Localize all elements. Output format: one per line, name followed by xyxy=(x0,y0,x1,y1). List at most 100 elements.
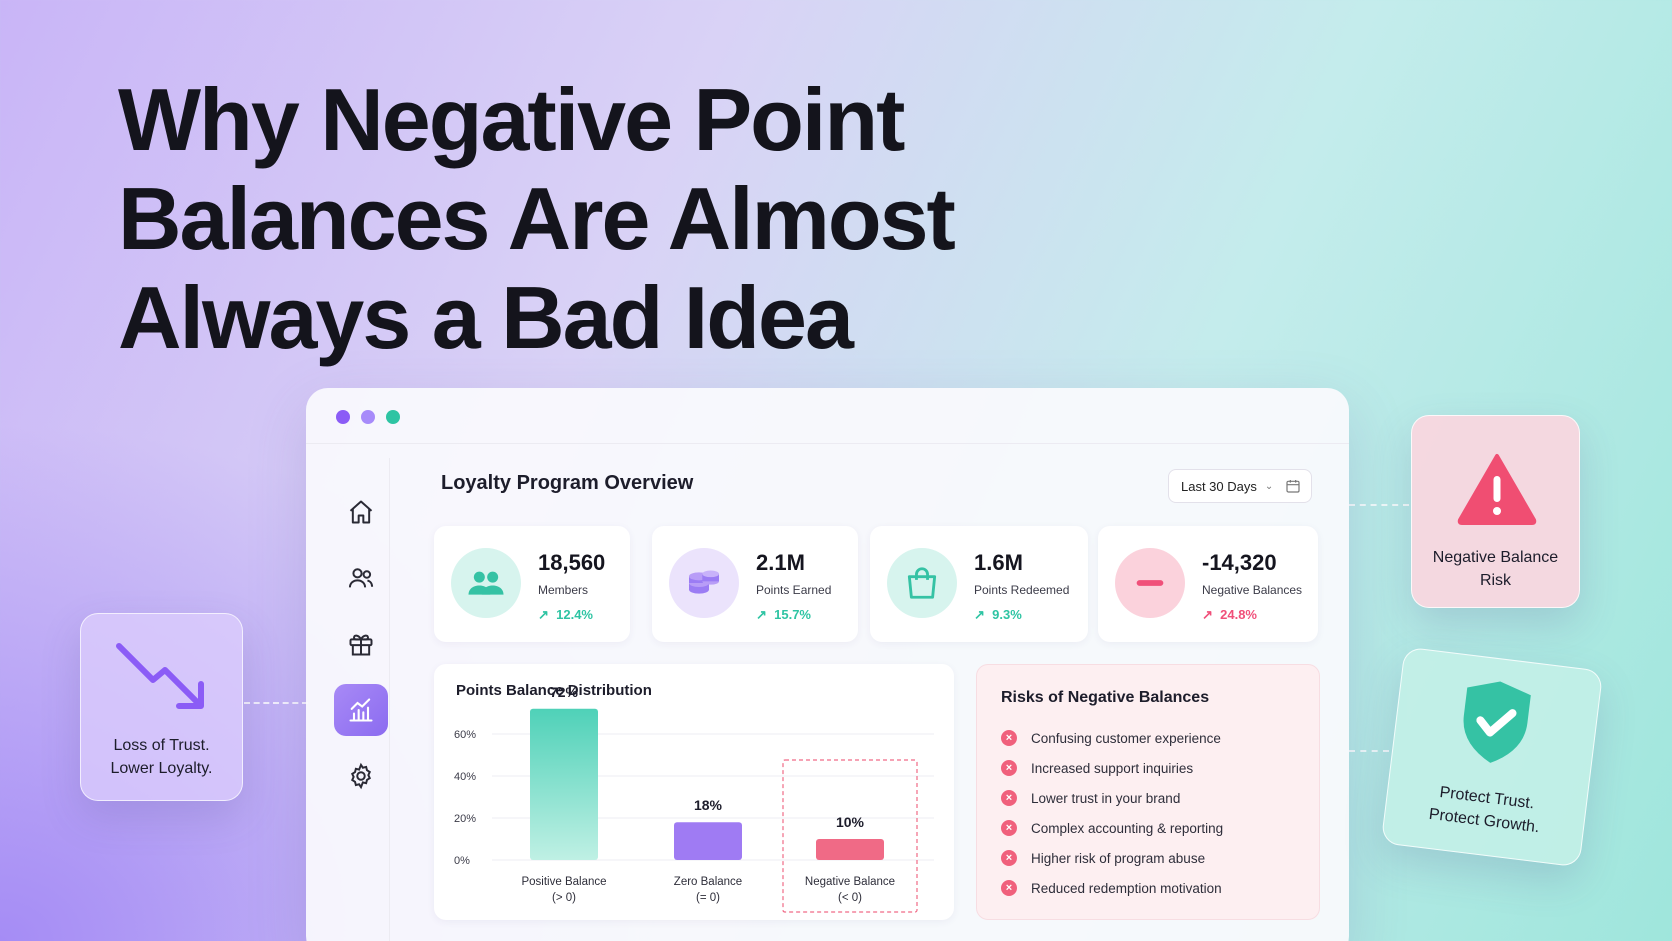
window-dot-3[interactable] xyxy=(386,410,400,424)
callout-text: Protect Trust. Protect Growth. xyxy=(1427,783,1541,837)
x-category-label: Zero Balance xyxy=(674,876,742,888)
bar xyxy=(530,708,598,860)
bar xyxy=(674,822,742,860)
stat-card-points-earned[interactable]: 2.1M Points Earned ↗ 15.7% xyxy=(652,526,858,642)
x-category-sublabel: (< 0) xyxy=(838,892,862,904)
callout-text: Negative Balance Risk xyxy=(1432,549,1559,589)
stat-label: Members xyxy=(538,583,589,597)
risk-item-text: Complex accounting & reporting xyxy=(1031,820,1224,836)
chart-title: Points Balance Distribution xyxy=(456,682,652,699)
stat-label: Negative Balances xyxy=(1202,583,1303,597)
bar xyxy=(816,839,884,860)
risk-item: × Lower trust in your brand xyxy=(1001,783,1223,813)
stat-card-members[interactable]: 18,560 Members ↗ 12.4% xyxy=(434,526,630,642)
callout-negative-balance-risk: Negative Balance Risk xyxy=(1411,415,1580,608)
headline-line-2: Balances Are Almost xyxy=(118,169,956,268)
stat-value: 18,560 xyxy=(538,550,606,575)
x-circle-icon: × xyxy=(1001,850,1017,866)
date-range-select[interactable]: Last 30 Days ⌄ xyxy=(1168,469,1312,503)
dashboard-window: Loyalty Program Overview Last 30 Days ⌄ … xyxy=(306,388,1349,941)
left-connector xyxy=(244,702,308,704)
users-icon xyxy=(348,568,374,588)
risk-item: × Confusing customer experience xyxy=(1001,723,1223,753)
sidebar-item-rewards[interactable] xyxy=(334,618,388,670)
x-circle-icon: × xyxy=(1001,760,1017,776)
stat-label: Points Redeemed xyxy=(974,583,1070,597)
shield-check-icon xyxy=(1463,681,1531,763)
window-dot-1[interactable] xyxy=(336,410,350,424)
sidebar-item-home[interactable] xyxy=(334,486,388,538)
users-icon xyxy=(468,571,504,595)
sidebar-item-settings[interactable] xyxy=(334,750,388,802)
risk-item-text: Lower trust in your brand xyxy=(1031,790,1181,806)
stat-icon-negative-balances xyxy=(1115,548,1185,618)
gear-icon xyxy=(350,762,372,790)
risk-item-text: Increased support inquiries xyxy=(1031,760,1194,776)
chart-icon xyxy=(349,698,373,722)
x-circle-icon: × xyxy=(1001,880,1017,896)
risks-card: Risks of Negative Balances × Confusing cu… xyxy=(976,664,1320,920)
x-category-label: Negative Balance xyxy=(805,876,895,888)
calendar-icon[interactable] xyxy=(1285,478,1301,494)
stat-change: ↗ 15.7% xyxy=(756,607,811,622)
stat-card-negative-balances[interactable]: -14,320 Negative Balances ↗ 24.8% xyxy=(1098,526,1318,642)
stat-change: ↗ 24.8% xyxy=(1202,607,1257,622)
chevron-down-icon: ⌄ xyxy=(1264,480,1274,492)
trend-down-icon xyxy=(116,643,204,709)
page-title: Loyalty Program Overview xyxy=(441,472,694,494)
risk-item: × Reduced redemption motivation xyxy=(1001,873,1223,903)
stat-value: 2.1M xyxy=(756,550,805,575)
y-tick-label: 60% xyxy=(454,729,476,741)
minus-icon xyxy=(1136,580,1164,586)
stat-value: 1.6M xyxy=(974,550,1023,575)
window-titlebar xyxy=(306,388,1349,444)
risk-item-text: Reduced redemption motivation xyxy=(1031,880,1222,896)
highlight-box xyxy=(782,759,918,913)
warning-icon xyxy=(1457,454,1537,525)
window-dot-2[interactable] xyxy=(361,410,375,424)
stat-icon-points-earned xyxy=(669,548,739,618)
headline-line-1: Why Negative Point xyxy=(118,70,905,169)
risk-item: × Higher risk of program abuse xyxy=(1001,843,1223,873)
y-tick-label: 0% xyxy=(454,855,470,867)
x-category-sublabel: (= 0) xyxy=(696,892,720,904)
date-range-value: Last 30 Days xyxy=(1181,478,1257,494)
stat-icon-points-redeemed xyxy=(887,548,957,618)
sidebar-item-members[interactable] xyxy=(334,552,388,604)
stat-change: ↗ 12.4% xyxy=(538,607,593,622)
gift-icon xyxy=(349,634,373,656)
stat-card-points-redeemed[interactable]: 1.6M Points Redeemed ↗ 9.3% xyxy=(870,526,1088,642)
risk-item: × Increased support inquiries xyxy=(1001,753,1223,783)
distribution-chart: 0% 20% 40% 60% 72% Positive Balance (> 0) 18% Ze… xyxy=(454,684,934,913)
risk-item-text: Higher risk of program abuse xyxy=(1031,850,1206,866)
y-tick-label: 20% xyxy=(454,813,476,825)
stat-value: -14,320 xyxy=(1202,550,1277,575)
headline: Why Negative Point Balances Are Almost A… xyxy=(118,70,1018,367)
callout-protect-trust: Protect Trust. Protect Growth. xyxy=(1380,646,1604,868)
callout-loss-of-trust: Loss of Trust. Lower Loyalty. xyxy=(80,613,243,801)
bar-value-label: 18% xyxy=(694,797,723,813)
x-category-label: Positive Balance xyxy=(521,876,606,888)
x-circle-icon: × xyxy=(1001,730,1017,746)
sidebar-item-analytics[interactable] xyxy=(334,684,388,736)
headline-line-3: Always a Bad Idea xyxy=(118,268,854,367)
y-tick-label: 40% xyxy=(454,771,476,783)
stat-change: ↗ 9.3% xyxy=(974,607,1022,622)
bar-value-label: 10% xyxy=(836,814,865,830)
coins-icon xyxy=(689,570,719,594)
sidebar-nav xyxy=(326,458,390,941)
stat-icon-members xyxy=(451,548,521,618)
x-circle-icon: × xyxy=(1001,820,1017,836)
distribution-chart-card: Points Balance Distribution 0% 20% 40% 60% 7… xyxy=(434,664,954,920)
home-icon xyxy=(349,500,373,524)
risks-list: × Confusing customer experience × Increase… xyxy=(1001,723,1223,903)
shopping-bag-icon xyxy=(907,567,937,599)
risk-item-text: Confusing customer experience xyxy=(1031,730,1221,746)
bottom-right-connector xyxy=(1349,750,1389,752)
risks-title: Risks of Negative Balances xyxy=(1001,689,1210,706)
risk-item: × Complex accounting & reporting xyxy=(1001,813,1223,843)
callout-text: Loss of Trust. Lower Loyalty. xyxy=(110,737,213,777)
x-circle-icon: × xyxy=(1001,790,1017,806)
x-category-sublabel: (> 0) xyxy=(552,892,576,904)
top-right-connector xyxy=(1349,504,1409,506)
